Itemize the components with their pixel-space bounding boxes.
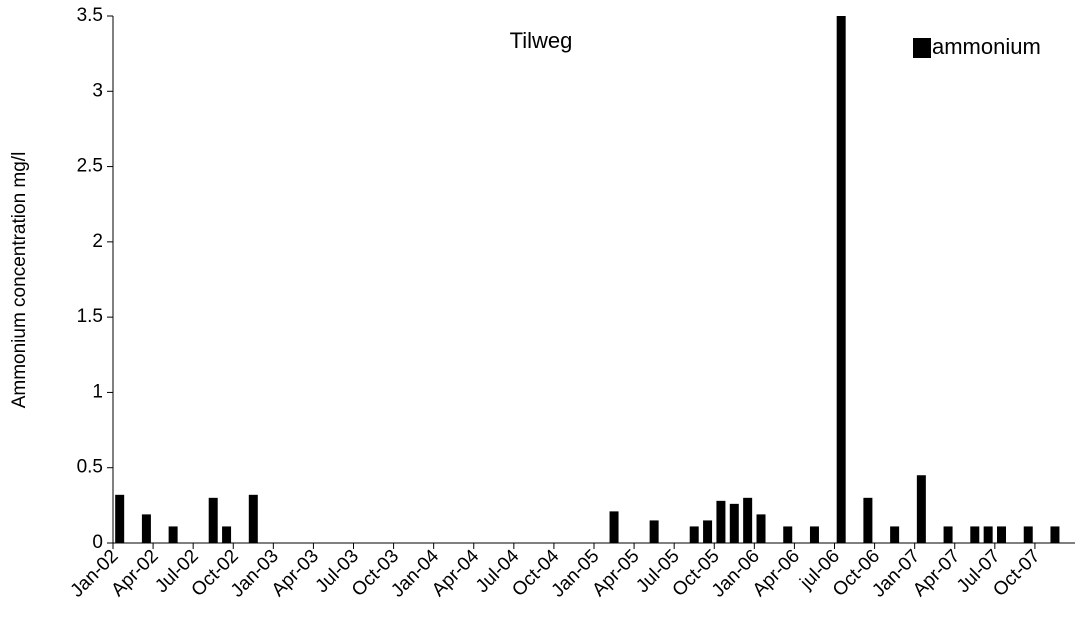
bar — [609, 511, 619, 543]
bar — [222, 526, 232, 543]
bar — [863, 497, 873, 543]
bar — [743, 497, 753, 543]
y-tick-label: 2.5 — [77, 156, 103, 177]
bar — [943, 526, 953, 543]
bar — [836, 16, 846, 543]
y-tick-label: 2 — [92, 231, 103, 252]
bar — [168, 526, 178, 543]
bar — [208, 497, 218, 543]
bar — [983, 526, 993, 543]
legend-swatch — [913, 38, 931, 58]
y-axis-label: Ammonium concentration mg/l — [9, 152, 30, 409]
bar — [783, 526, 793, 543]
bar — [890, 526, 900, 543]
bar — [689, 526, 699, 543]
y-tick-label: 1.5 — [77, 306, 103, 327]
y-tick-label: 3 — [92, 80, 103, 101]
bar — [997, 526, 1007, 543]
bar — [716, 500, 726, 543]
y-tick-label: 0 — [92, 532, 103, 553]
chart-title: Tilweg — [510, 28, 573, 53]
bar — [809, 526, 819, 543]
bar — [1050, 526, 1060, 543]
bar — [916, 475, 926, 543]
bar — [756, 514, 766, 543]
bar — [1023, 526, 1033, 543]
legend-label: ammonium — [932, 34, 1041, 59]
bar — [729, 503, 739, 543]
bar — [248, 494, 258, 543]
y-tick-label: 3.5 — [77, 5, 103, 26]
y-tick-label: 0.5 — [77, 457, 103, 478]
x-tick-label: Apr-04 — [428, 545, 483, 600]
bar — [970, 526, 980, 543]
bar — [141, 514, 151, 543]
bar — [649, 520, 659, 543]
bar — [115, 494, 125, 543]
bar — [703, 520, 713, 543]
y-tick-label: 1 — [92, 381, 103, 402]
